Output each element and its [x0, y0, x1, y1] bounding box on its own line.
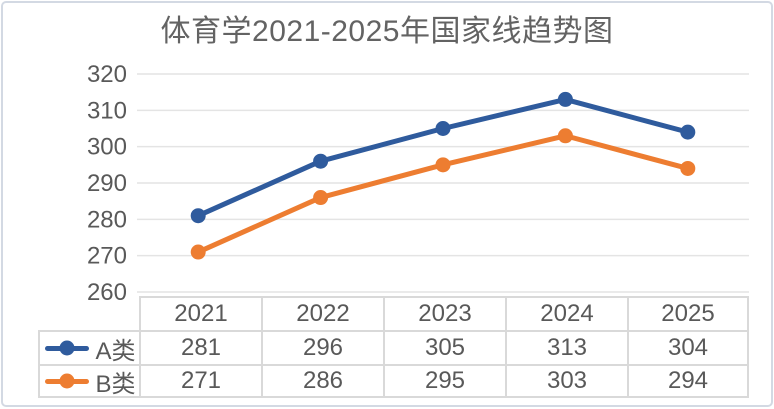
legend-marker-dot-icon [59, 340, 75, 356]
table-value-cell: 303 [505, 364, 627, 398]
data-point-A类-2021 [190, 208, 206, 224]
table-value: 271 [180, 367, 222, 394]
data-point-A类-2025 [680, 124, 696, 140]
line-chart-plot: 260 270 280 290 300 310 320 [87, 61, 749, 300]
y-axis-tick-label: 280 [87, 206, 127, 233]
table-header-cell: 2024 [505, 296, 627, 330]
legend-marker-icon [45, 373, 90, 389]
legend-key-A类: A类 [38, 330, 139, 365]
table-header-label: 2024 [540, 300, 594, 327]
data-point-B类-2021 [190, 244, 206, 260]
data-point-A类-2024 [557, 91, 573, 107]
y-axis-tick-label: 270 [87, 243, 127, 270]
data-point-B类-2023 [435, 157, 451, 173]
table-header-cell: 2025 [627, 296, 749, 330]
table-value-cell: 313 [505, 330, 627, 364]
legend-label: B类 [95, 370, 136, 398]
y-axis-tick-label: 300 [87, 134, 127, 161]
table-value: 294 [667, 367, 709, 394]
table-value: 303 [546, 367, 588, 394]
table-value: 296 [302, 334, 344, 361]
data-point-A类-2023 [435, 121, 451, 136]
table-header-cell: 2022 [261, 296, 383, 330]
table-value-cell: 305 [383, 330, 505, 364]
table-header-cell: 2021 [139, 296, 261, 330]
data-point-B类-2022 [313, 190, 329, 206]
data-point-B类-2024 [557, 128, 573, 144]
table-value-cell: 281 [139, 330, 261, 364]
table-value: 281 [180, 334, 222, 361]
data-point-B类-2025 [680, 160, 696, 176]
y-axis-tick-label: 310 [87, 97, 127, 124]
series-line-B类 [195, 133, 691, 255]
chart-title: 体育学2021-2025年国家线趋势图 [160, 15, 614, 48]
table-corner-blank [38, 296, 139, 330]
table-value: 304 [667, 334, 709, 361]
table-value: 295 [424, 367, 466, 394]
table-value-cell: 296 [261, 330, 383, 364]
table-value: 305 [424, 334, 466, 361]
data-table: 2021 2022 2023 2024 2025 A类 281 296 305 313 304 B类 2… [38, 296, 749, 398]
table-value: 313 [546, 334, 588, 361]
y-axis-tick-label: 290 [87, 170, 127, 197]
legend-key-B类: B类 [38, 364, 139, 398]
table-header-label: 2022 [296, 300, 350, 327]
table-value-cell: 304 [627, 330, 749, 364]
data-point-A类-2022 [313, 153, 329, 169]
table-value-cell: 294 [627, 364, 749, 398]
table-header-label: 2025 [661, 300, 715, 327]
y-axis-tick-label: 260 [87, 279, 127, 300]
table-header-label: 2023 [418, 300, 472, 327]
legend-marker-icon [45, 340, 90, 356]
table-value: 286 [302, 367, 344, 394]
table-header-label: 2021 [174, 300, 228, 327]
legend-label: A类 [95, 337, 136, 365]
table-value-cell: 295 [383, 364, 505, 398]
table-value-cell: 271 [139, 364, 261, 398]
legend-marker-dot-icon [59, 373, 75, 389]
table-header-cell: 2023 [383, 296, 505, 330]
table-value-cell: 286 [261, 364, 383, 398]
y-axis-tick-label: 320 [87, 61, 127, 88]
